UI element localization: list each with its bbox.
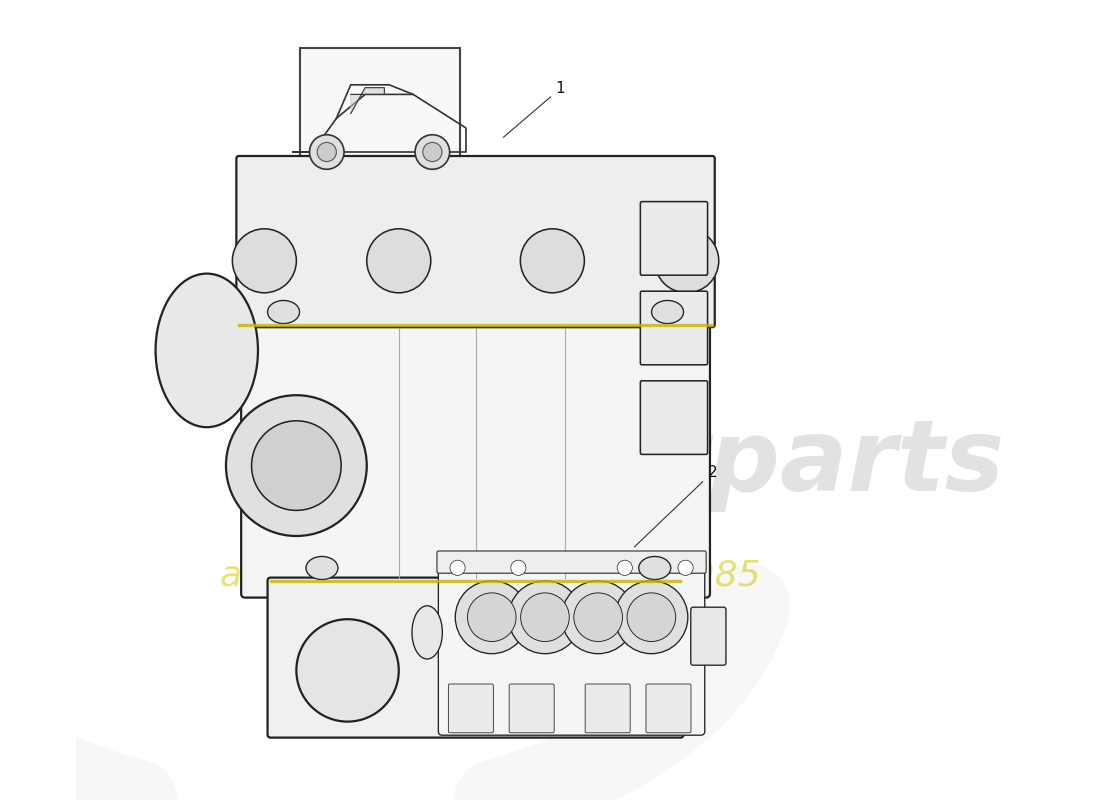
Circle shape [309,134,344,170]
FancyBboxPatch shape [236,156,715,327]
Circle shape [468,593,516,642]
Circle shape [296,619,399,722]
Circle shape [520,229,584,293]
FancyBboxPatch shape [585,684,630,733]
Text: 1: 1 [504,81,565,138]
FancyBboxPatch shape [640,381,707,454]
Circle shape [415,134,450,170]
FancyBboxPatch shape [437,551,706,573]
FancyBboxPatch shape [646,684,691,733]
Ellipse shape [306,557,338,579]
Ellipse shape [412,606,442,659]
Polygon shape [351,88,384,114]
Circle shape [617,560,632,575]
Circle shape [615,581,688,654]
Circle shape [366,229,431,293]
Text: eurocarparts: eurocarparts [276,415,1004,513]
Circle shape [678,560,693,575]
Circle shape [252,421,341,510]
Circle shape [226,395,366,536]
FancyBboxPatch shape [449,684,494,733]
FancyBboxPatch shape [439,560,705,735]
Circle shape [574,593,623,642]
Circle shape [450,560,465,575]
Circle shape [317,142,337,162]
Circle shape [232,229,296,293]
Circle shape [422,142,442,162]
Circle shape [562,581,635,654]
FancyBboxPatch shape [691,607,726,666]
FancyBboxPatch shape [299,48,460,208]
FancyBboxPatch shape [640,291,707,365]
FancyBboxPatch shape [241,308,710,598]
Ellipse shape [651,301,683,323]
FancyBboxPatch shape [509,684,554,733]
Circle shape [455,581,528,654]
Circle shape [508,581,582,654]
Circle shape [520,593,570,642]
Text: a passion for excellence 1985: a passion for excellence 1985 [220,559,760,593]
Circle shape [510,560,526,575]
Circle shape [654,229,718,293]
Text: 2: 2 [635,465,717,547]
Ellipse shape [639,557,671,579]
Ellipse shape [267,301,299,323]
Ellipse shape [155,274,258,427]
FancyBboxPatch shape [267,578,683,738]
Circle shape [627,593,675,642]
FancyBboxPatch shape [640,202,707,275]
